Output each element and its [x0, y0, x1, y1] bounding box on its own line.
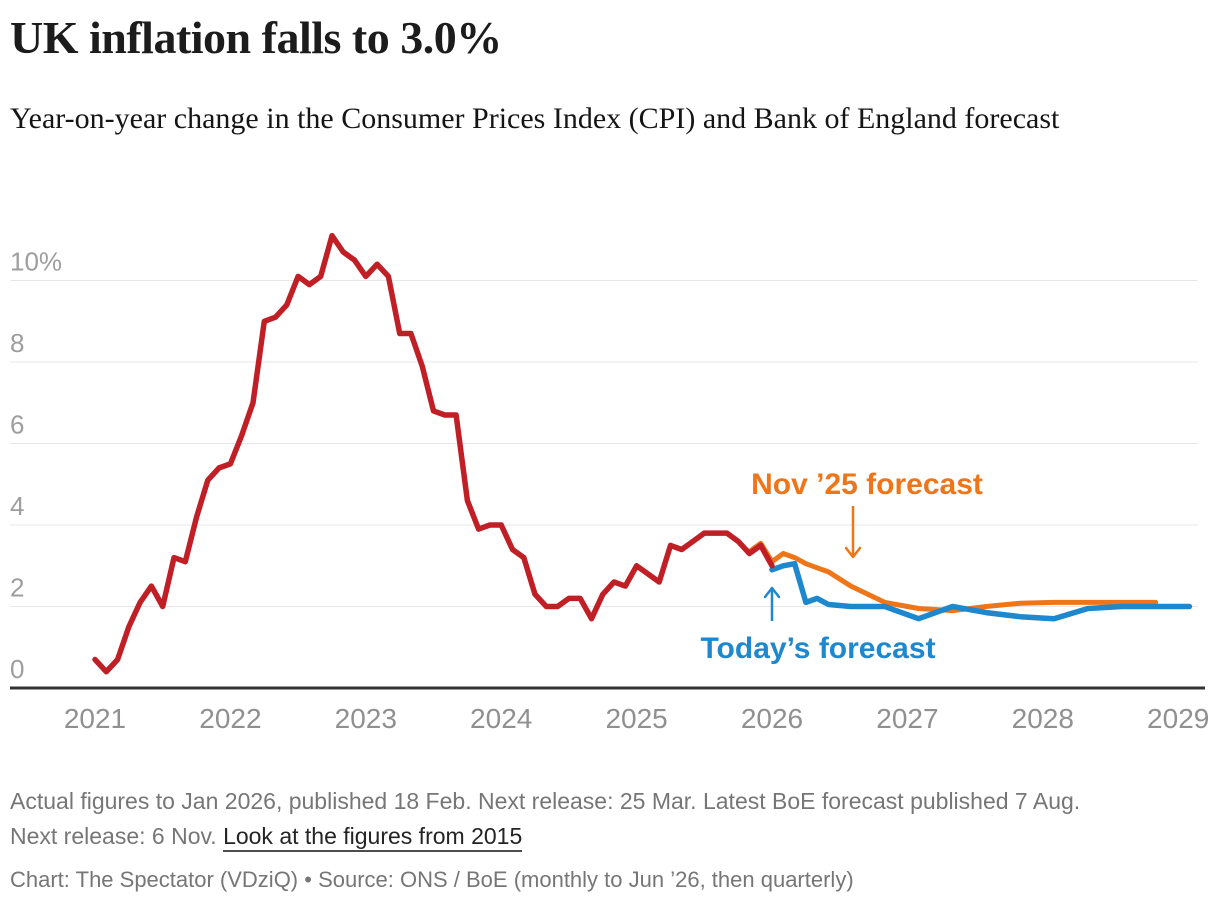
y-tick-label: 10%	[10, 247, 62, 277]
x-tick-label: 2029	[1147, 703, 1209, 734]
x-tick-label: 2021	[64, 703, 126, 734]
x-tick-label: 2025	[605, 703, 667, 734]
chart-subtitle: Year-on-year change in the Consumer Pric…	[10, 102, 1060, 135]
y-tick-label: 6	[10, 410, 24, 440]
series-actual	[92, 232, 775, 675]
chart-credit: Chart: The Spectator (VDziQ) • Source: O…	[10, 867, 854, 892]
y-tick-label: 2	[10, 573, 24, 603]
y-tick-label: 0	[10, 654, 24, 684]
x-tick-label: 2027	[876, 703, 938, 734]
y-tick-label: 4	[10, 491, 24, 521]
series-today-forecast	[769, 560, 1193, 622]
notes-line-1: Actual figures to Jan 2026, published 18…	[10, 788, 1081, 814]
figures-2015-link[interactable]: Look at the figures from 2015	[223, 823, 523, 852]
annotation-arrowhead-today	[763, 586, 781, 599]
x-tick-label: 2028	[1012, 703, 1074, 734]
x-tick-label: 2022	[199, 703, 261, 734]
series-nov25-forecast	[746, 540, 1159, 614]
page-title: UK inflation falls to 3.0%	[10, 12, 502, 63]
notes-line-2: Next release: 6 Nov. Look at the figures…	[10, 819, 1215, 854]
y-tick-label: 8	[10, 328, 24, 358]
x-tick-label: 2026	[741, 703, 803, 734]
notes-line-2-text: Next release: 6 Nov.	[10, 823, 224, 849]
annotation-today-forecast: Today’s forecast	[700, 632, 936, 665]
annotation-nov25-forecast: Nov ’25 forecast	[751, 468, 983, 501]
x-tick-label: 2024	[470, 703, 532, 734]
x-tick-label: 2023	[335, 703, 397, 734]
chart-notes: Actual figures to Jan 2026, published 18…	[10, 784, 1215, 854]
annotation-arrowhead-nov25	[844, 546, 862, 559]
